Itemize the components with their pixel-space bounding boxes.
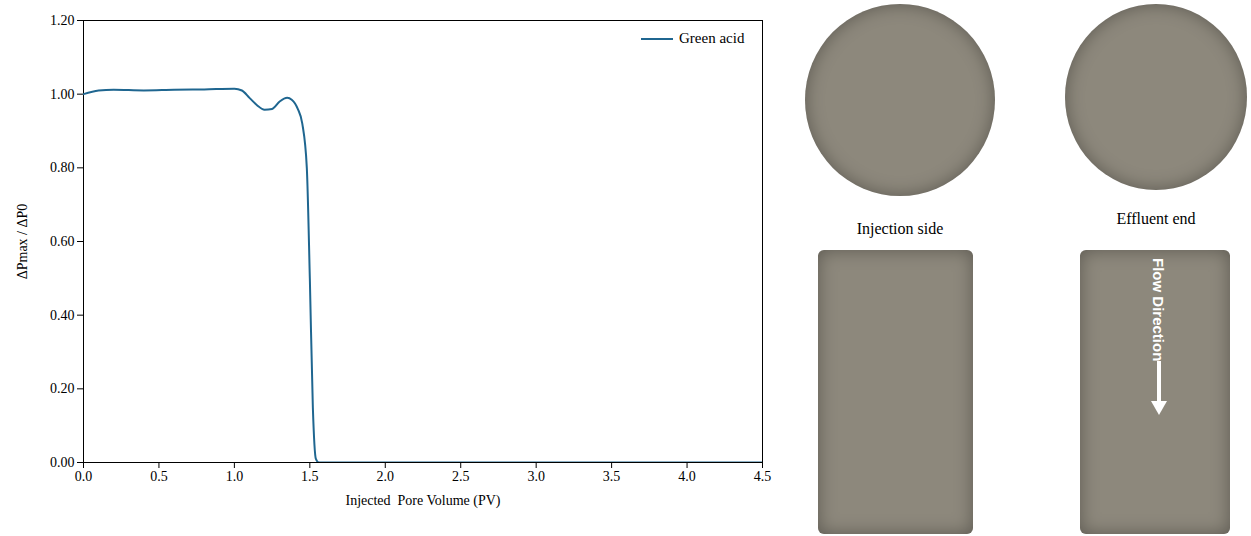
html-text:Injection side: Injection side <box>856 220 944 237</box>
svg-text:2.5: 2.5 <box>452 469 470 484</box>
svg-text:0.40: 0.40 <box>50 308 75 323</box>
html-text:Effluent end: Effluent end <box>1116 210 1196 227</box>
svg-text:0.0: 0.0 <box>75 469 93 484</box>
svg-text:4.5: 4.5 <box>754 469 772 484</box>
svg-text:0.60: 0.60 <box>50 234 75 249</box>
svg-text:0.00: 0.00 <box>50 455 75 470</box>
svg-text:0.20: 0.20 <box>50 381 75 396</box>
svg-text:2.0: 2.0 <box>377 469 395 484</box>
svg-text:3.5: 3.5 <box>603 469 621 484</box>
svg-text:1.00: 1.00 <box>50 87 75 102</box>
html-text:Flow Direction: Flow Direction <box>1150 258 1167 362</box>
svg-text:1.0: 1.0 <box>226 469 244 484</box>
svg-text:0.5: 0.5 <box>150 469 168 484</box>
svg-text:0.80: 0.80 <box>50 160 75 175</box>
svg-text:Injected Pore Volume (PV): Injected Pore Volume (PV) <box>345 493 500 509</box>
svg-text:3.0: 3.0 <box>527 469 545 484</box>
html-text:Green acid: Green acid <box>679 30 745 46</box>
svg-text:1.20: 1.20 <box>50 13 75 28</box>
svg-text:1.5: 1.5 <box>301 469 319 484</box>
svg-text:ΔPmax / ΔP0: ΔPmax / ΔP0 <box>15 204 30 280</box>
svg-text:4.0: 4.0 <box>678 469 696 484</box>
